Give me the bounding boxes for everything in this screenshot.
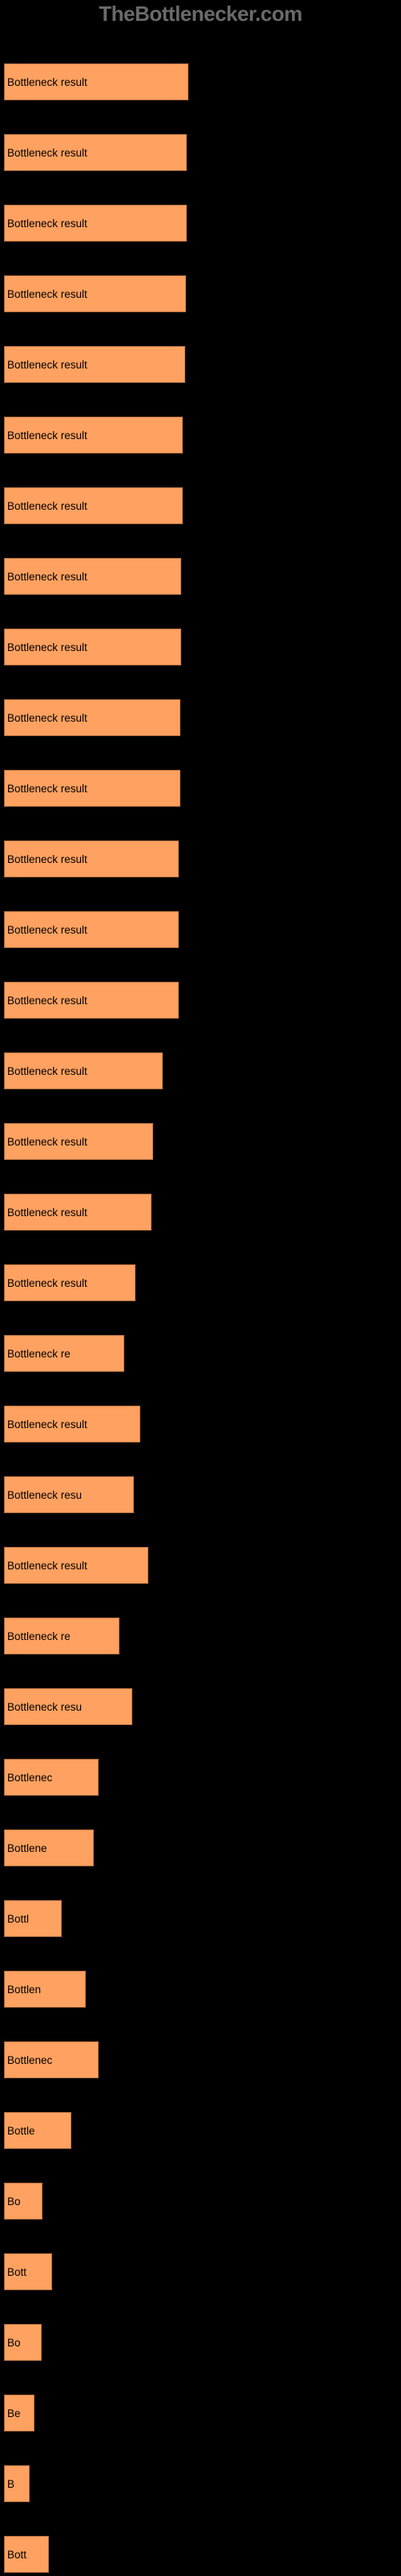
bar: Bottleneck result bbox=[4, 205, 187, 242]
bar: Bottleneck result bbox=[4, 558, 181, 595]
bar-row: Bottleneck result bbox=[4, 1375, 397, 1446]
bar: Bottlen bbox=[4, 1971, 86, 2008]
bar: Bottleneck result bbox=[4, 134, 187, 171]
bar: Bottleneck result bbox=[4, 1194, 152, 1231]
bar-row: Bottleneck result bbox=[4, 881, 397, 951]
bar: Bottleneck result bbox=[4, 699, 180, 736]
bar: Bottle bbox=[4, 2112, 71, 2149]
bar: Bottleneck result bbox=[4, 840, 179, 877]
bar-row: Bottleneck result bbox=[4, 669, 397, 739]
bar-chart: Bottleneck result Bottleneck result Bottle… bbox=[0, 33, 401, 2576]
bar-row: Bottleneck re bbox=[4, 1304, 397, 1375]
bar-row: Bottleneck re bbox=[4, 1587, 397, 1658]
bar-row: Bottlenec bbox=[4, 2011, 397, 2082]
bar: Bottleneck result bbox=[4, 275, 186, 312]
bar: Bottleneck result bbox=[4, 1264, 136, 1301]
bar-row: Bottleneck result bbox=[4, 810, 397, 881]
bar: Bottleneck result bbox=[4, 63, 188, 100]
watermark-text: TheBottlenecker.com bbox=[0, 0, 401, 33]
bar: Bottlenec bbox=[4, 2041, 99, 2078]
bar-row: Bott bbox=[4, 2223, 397, 2293]
bar: Bottlenec bbox=[4, 1759, 99, 1796]
bar-row: Bottleneck result bbox=[4, 315, 397, 386]
bar-row: Bottl bbox=[4, 1870, 397, 1940]
bar: Bottleneck result bbox=[4, 911, 179, 948]
bar: Bottleneck result bbox=[4, 417, 183, 454]
bar: Bottleneck resu bbox=[4, 1476, 134, 1513]
bar-row: Bottleneck result bbox=[4, 1022, 397, 1093]
bar: Bottleneck result bbox=[4, 629, 181, 665]
bar: Bottleneck result bbox=[4, 1123, 153, 1160]
bar-row: Bottleneck result bbox=[4, 1163, 397, 1234]
bar-row: Bottlen bbox=[4, 1940, 397, 2011]
bar-row: Bo bbox=[4, 2152, 397, 2223]
bar-row: Bottleneck result bbox=[4, 1234, 397, 1304]
bar-row: B bbox=[4, 2435, 397, 2505]
bar-row: Bott bbox=[4, 2505, 397, 2576]
bar-row: Bottleneck result bbox=[4, 739, 397, 810]
bar-row: Bottlenec bbox=[4, 1728, 397, 1799]
bar: B bbox=[4, 2465, 30, 2502]
bar: Bo bbox=[4, 2324, 42, 2361]
bar: Bottleneck result bbox=[4, 770, 180, 807]
bar-row: Bottleneck result bbox=[4, 951, 397, 1022]
bar-row: Be bbox=[4, 2364, 397, 2435]
bar: Bottleneck result bbox=[4, 982, 179, 1019]
bar-row: Bottlene bbox=[4, 1799, 397, 1870]
bar-row: Bo bbox=[4, 2293, 397, 2364]
bar: Bott bbox=[4, 2253, 52, 2290]
bar: Bott bbox=[4, 2536, 49, 2573]
bar: Bottlene bbox=[4, 1829, 94, 1866]
bar: Bottleneck resu bbox=[4, 1688, 132, 1725]
bar-row: Bottleneck result bbox=[4, 598, 397, 669]
bar: Bo bbox=[4, 2183, 43, 2220]
bar: Be bbox=[4, 2395, 34, 2432]
bar-row: Bottleneck result bbox=[4, 457, 397, 527]
bar-row: Bottleneck result bbox=[4, 1093, 397, 1163]
bar: Bottleneck result bbox=[4, 1547, 148, 1584]
bar-row: Bottleneck resu bbox=[4, 1446, 397, 1516]
bar-row: Bottleneck result bbox=[4, 1516, 397, 1587]
bar: Bottleneck result bbox=[4, 487, 183, 524]
bar-row: Bottleneck result bbox=[4, 104, 397, 174]
bar: Bottl bbox=[4, 1900, 62, 1937]
bar-row: Bottle bbox=[4, 2082, 397, 2152]
bar: Bottleneck result bbox=[4, 346, 185, 383]
bar: Bottleneck result bbox=[4, 1052, 163, 1089]
bar: Bottleneck re bbox=[4, 1618, 119, 1654]
bar-row: Bottleneck result bbox=[4, 386, 397, 457]
bar: Bottleneck result bbox=[4, 1406, 140, 1443]
bar-row: Bottleneck result bbox=[4, 174, 397, 245]
bar-row: Bottleneck result bbox=[4, 245, 397, 315]
bar: Bottleneck re bbox=[4, 1335, 124, 1372]
bar-row: Bottleneck result bbox=[4, 527, 397, 598]
bar-row: Bottleneck result bbox=[4, 33, 397, 104]
bar-row: Bottleneck resu bbox=[4, 1658, 397, 1728]
